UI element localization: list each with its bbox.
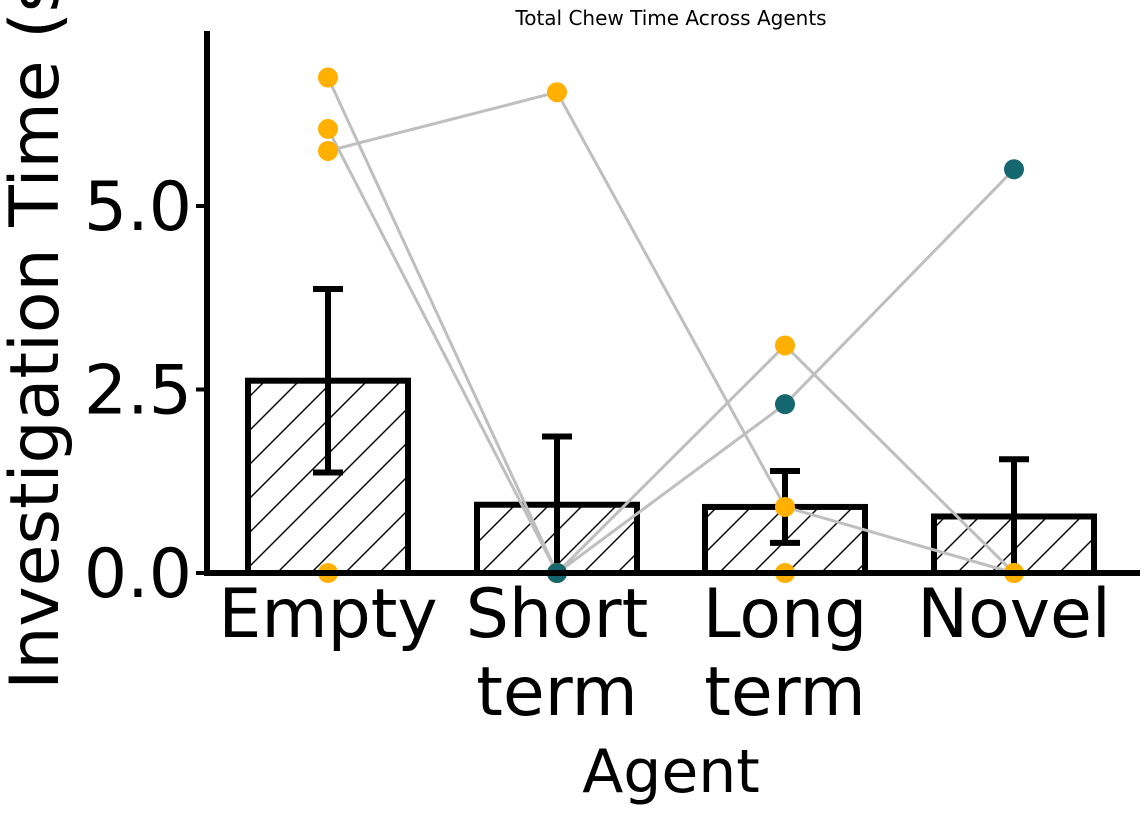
x-tick-label-line: term bbox=[704, 653, 866, 732]
x-tick-label-3: Novel bbox=[917, 575, 1110, 654]
y-tick-label-2: 5.0 bbox=[84, 168, 192, 247]
x-tick-label-0: Empty bbox=[218, 575, 437, 654]
subject-points-layer bbox=[318, 67, 1024, 583]
x-tick-label-line: Empty bbox=[218, 575, 437, 654]
subject-point-4-2 bbox=[775, 394, 795, 415]
subject-lines-layer bbox=[326, 76, 1016, 575]
subject-point-2-2 bbox=[775, 496, 795, 517]
x-tick-label-line: term bbox=[476, 653, 638, 732]
x-tick-label-line: Long bbox=[703, 575, 868, 654]
bars-layer bbox=[245, 377, 1097, 577]
y-tick-label-0: 0.0 bbox=[84, 535, 192, 614]
error-bars-layer bbox=[313, 285, 1029, 573]
subject-point-0-0 bbox=[318, 67, 338, 88]
x-tick-label-line: Novel bbox=[917, 575, 1110, 654]
subject-line-2 bbox=[327, 90, 1015, 575]
x-tick-label-1: Short term bbox=[466, 575, 648, 732]
subject-point-1-0 bbox=[318, 118, 338, 139]
x-tick-label-line: Short bbox=[466, 575, 648, 654]
subject-point-3-2 bbox=[775, 335, 795, 356]
x-tick-label-2: Long term bbox=[703, 575, 868, 732]
subject-point-2-1 bbox=[547, 82, 567, 103]
y-axis-label: Investigation Time (s) bbox=[0, 0, 75, 690]
subject-point-2-0 bbox=[318, 140, 338, 161]
y-ticks-layer: 0.0 2.5 5.0 bbox=[84, 168, 207, 614]
subject-line-3 bbox=[328, 343, 1016, 575]
y-tick-label-1: 2.5 bbox=[84, 352, 192, 431]
x-axis-label: Agent bbox=[582, 737, 760, 807]
subject-point-4-3 bbox=[1004, 159, 1024, 180]
subject-line-1 bbox=[326, 128, 559, 574]
chart-title: Total Chew Time Across Agents bbox=[514, 6, 826, 30]
